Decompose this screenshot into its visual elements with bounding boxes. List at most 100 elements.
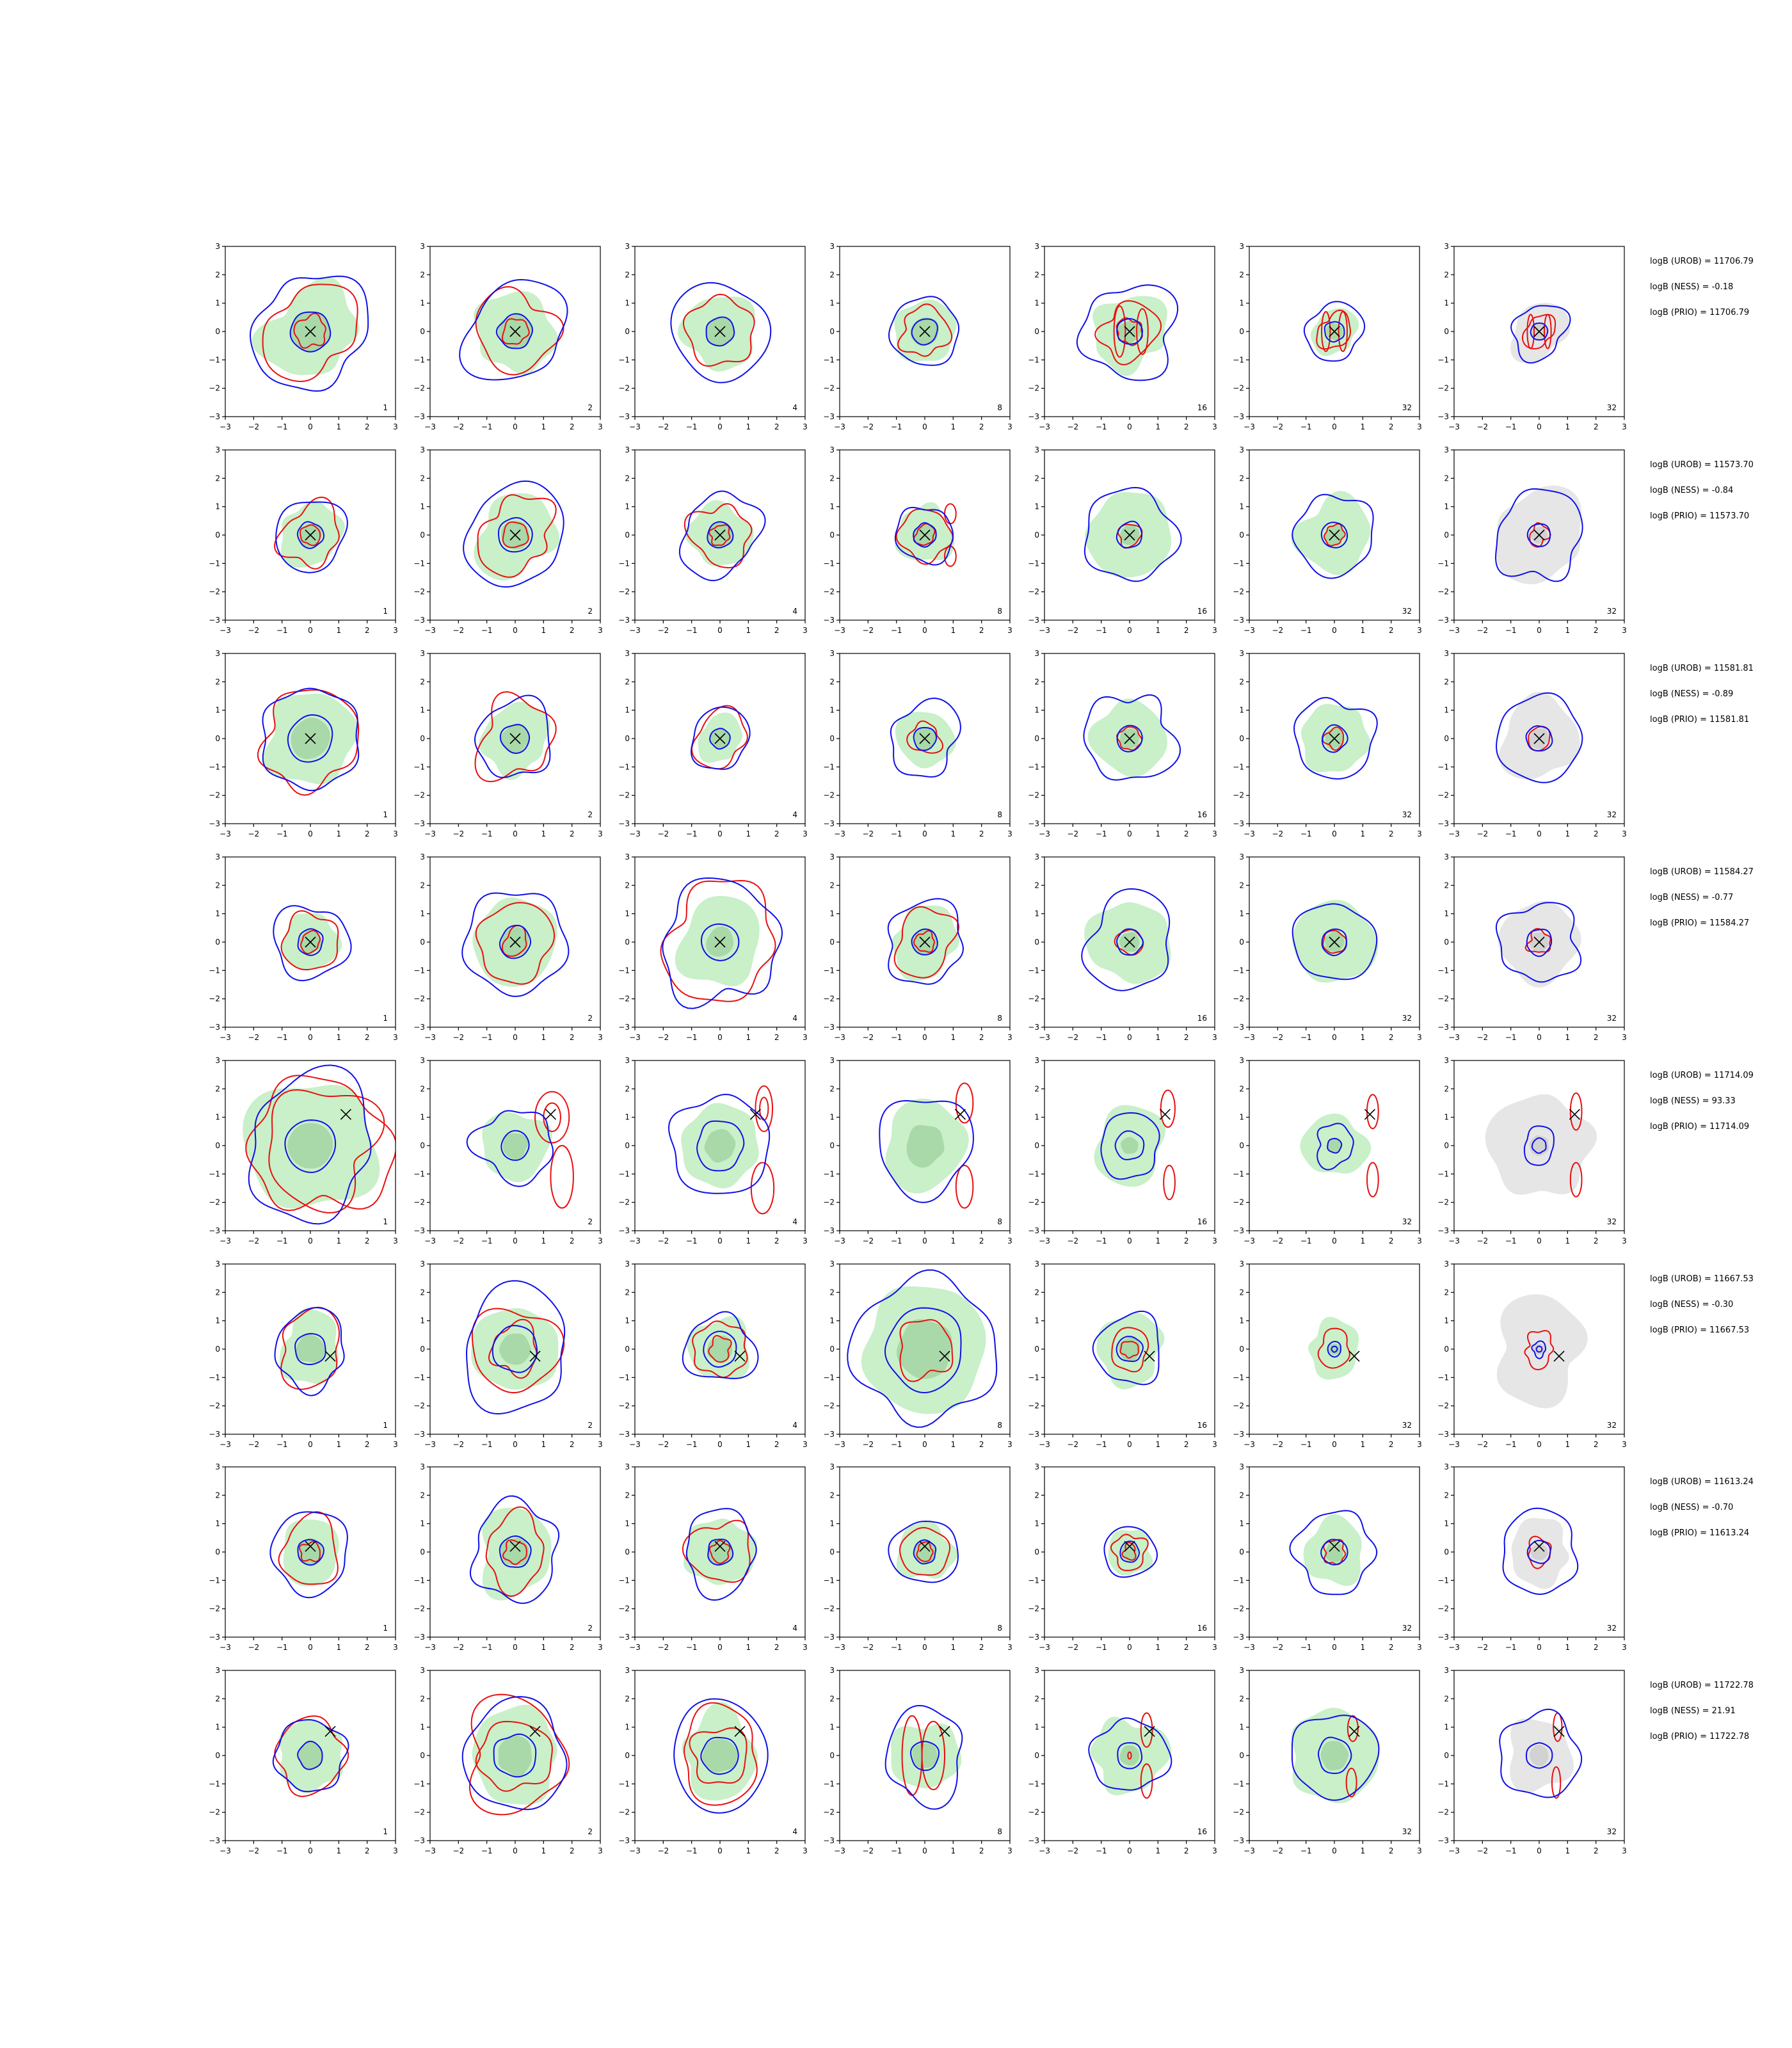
panel-r7-c1: −3−3 −2 −2 −1 −1 0 0 1 1 2 2 3 3 1: [209, 1462, 398, 1652]
panel-plot-area: [272, 1715, 349, 1797]
panel-label: 2: [588, 1421, 593, 1430]
x-tick-label: 2: [979, 829, 984, 838]
true-value-marker: [714, 1540, 726, 1552]
y-tick-label: −2: [1233, 995, 1244, 1004]
y-tick-label: 2: [829, 474, 835, 483]
y-tick-label: −2: [1028, 1402, 1039, 1411]
x-tick-label: −2: [1476, 1643, 1488, 1652]
x-tick-label: 3: [803, 422, 808, 431]
density-core: [500, 1537, 529, 1565]
blue-contour: [289, 311, 332, 353]
x-tick-label: 3: [1622, 1440, 1627, 1449]
x-tick-label: −2: [1476, 1846, 1488, 1855]
y-tick-label: −3: [413, 412, 425, 421]
blue-contour: [1510, 305, 1571, 364]
blue-contour: [269, 1511, 348, 1599]
y-tick-label: −1: [1028, 1576, 1039, 1585]
red-contour-lobe: [1163, 1165, 1176, 1201]
x-tick-label: −3: [629, 626, 641, 635]
x-tick-label: 3: [1212, 1846, 1217, 1855]
y-tick-label: −1: [618, 1169, 630, 1178]
blue-contour: [1116, 318, 1143, 345]
y-tick-label: 0: [1444, 734, 1449, 743]
y-tick-label: −1: [1028, 1169, 1039, 1178]
blue-contour: [499, 1535, 532, 1568]
red-contour: [502, 318, 530, 345]
y-tick-label: −3: [413, 1226, 425, 1235]
x-tick-label: −2: [1272, 422, 1283, 431]
y-tick-label: −1: [1233, 355, 1244, 364]
y-tick-label: 2: [829, 881, 835, 890]
true-value-marker: [1364, 1108, 1375, 1120]
y-tick-label: 2: [829, 677, 835, 686]
red-contour: [1529, 522, 1551, 548]
x-tick-label: −3: [1448, 626, 1460, 635]
x-tick-label: −1: [686, 829, 698, 838]
red-contour: [293, 312, 326, 349]
y-tick-label: 2: [1444, 881, 1449, 890]
y-tick-label: −1: [1028, 966, 1039, 975]
x-tick-label: −2: [452, 422, 464, 431]
density-core: [287, 1123, 333, 1169]
true-value-marker: [919, 529, 931, 541]
y-tick-label: 1: [625, 909, 630, 918]
x-tick-label: 1: [541, 1846, 547, 1855]
panel-r5-c6: −3−3 −2 −2 −1 −1 0 0 1 1 2 2 3 3 32: [1233, 1056, 1422, 1245]
panel-label: 16: [1197, 403, 1207, 412]
blue-contour: [879, 1100, 974, 1203]
x-tick-label: 3: [598, 1643, 603, 1652]
x-tick-label: 2: [365, 1643, 370, 1652]
x-tick-label: −1: [481, 1033, 493, 1042]
y-tick-label: −3: [209, 412, 220, 421]
y-tick-label: 1: [829, 1316, 835, 1325]
y-tick-label: 2: [625, 474, 630, 483]
x-tick-label: −2: [1272, 1846, 1283, 1855]
x-tick-label: 1: [1361, 1033, 1366, 1042]
x-tick-label: 0: [513, 1440, 518, 1449]
x-tick-label: 3: [393, 1033, 398, 1042]
x-tick-label: 3: [1417, 422, 1422, 431]
panel-plot-area: [1289, 1510, 1378, 1596]
y-tick-label: −1: [823, 762, 835, 771]
panel-label: 32: [1402, 1827, 1412, 1836]
blue-contour: [1076, 284, 1179, 381]
x-tick-label: −3: [1244, 626, 1255, 635]
panel-label: 16: [1197, 1014, 1207, 1023]
blue-contour: [500, 1130, 530, 1161]
x-tick-label: 0: [717, 1033, 723, 1042]
x-tick-label: −3: [1448, 829, 1460, 838]
x-tick-label: 1: [541, 422, 547, 431]
x-tick-label: 3: [1212, 1033, 1217, 1042]
panel-plot-area: [461, 892, 570, 997]
x-tick-label: 2: [979, 1033, 984, 1042]
y-tick-label: 3: [420, 1260, 425, 1268]
y-tick-label: −2: [413, 588, 425, 596]
y-tick-label: −3: [823, 1430, 835, 1439]
panel-r7-c5: −3−3 −2 −2 −1 −1 0 0 1 1 2 2 3 3 16: [1028, 1462, 1217, 1652]
y-tick-label: −1: [1233, 559, 1244, 568]
y-tick-label: 1: [1444, 909, 1449, 918]
x-tick-label: 1: [1565, 626, 1571, 635]
x-tick-label: 1: [746, 1033, 751, 1042]
x-tick-label: 1: [951, 1846, 956, 1855]
blue-contour: [1116, 928, 1144, 956]
x-tick-label: −3: [1039, 1643, 1050, 1652]
panel-plot-area: [887, 898, 964, 985]
density-core: [298, 1741, 323, 1769]
x-tick-label: 3: [1417, 1033, 1422, 1042]
panel-label: 8: [997, 1827, 1002, 1836]
y-tick-label: −2: [1233, 1198, 1244, 1207]
x-tick-label: −3: [1448, 1440, 1460, 1449]
x-tick-label: −3: [424, 626, 436, 635]
y-tick-label: 2: [420, 881, 425, 890]
y-tick-label: 0: [420, 327, 425, 336]
blue-contour: [1114, 1130, 1145, 1160]
x-tick-label: −1: [1096, 829, 1107, 838]
blue-contour: [1083, 694, 1181, 781]
panel-label: 4: [792, 607, 797, 616]
x-tick-label: 3: [1212, 1236, 1217, 1245]
x-tick-label: 1: [746, 1440, 751, 1449]
x-tick-label: 0: [1537, 626, 1542, 635]
y-tick-label: 3: [420, 445, 425, 454]
x-tick-label: 2: [365, 1846, 370, 1855]
